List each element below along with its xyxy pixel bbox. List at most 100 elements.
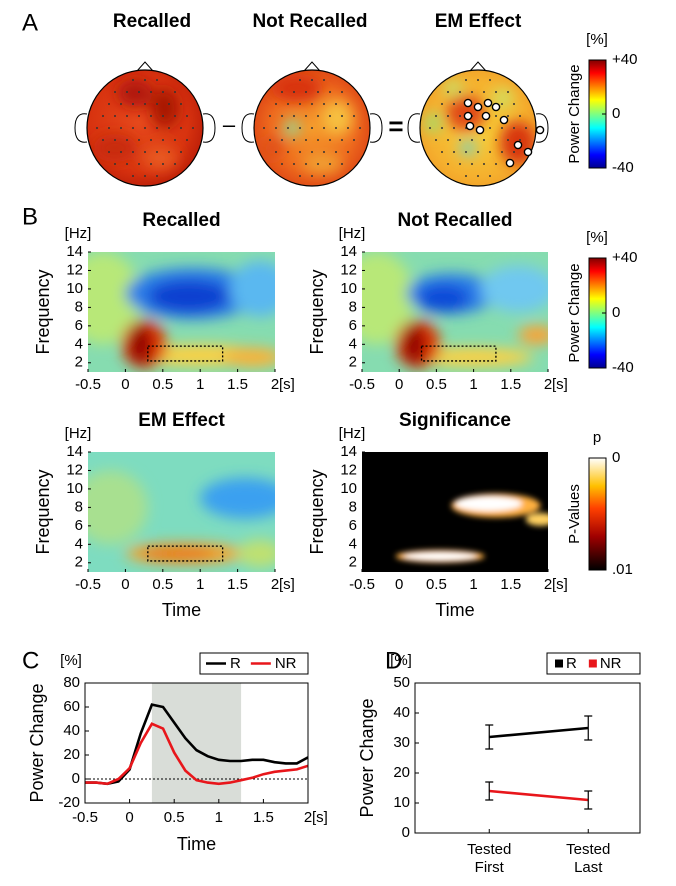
electrode xyxy=(453,127,455,129)
nose xyxy=(469,61,487,72)
electrode xyxy=(447,163,449,165)
y-tick-label: 12 xyxy=(340,461,357,478)
error-bar xyxy=(485,781,494,801)
electrode xyxy=(114,163,116,165)
electrode xyxy=(311,151,313,153)
electrode xyxy=(477,175,479,177)
electrode xyxy=(156,79,158,81)
window-outline xyxy=(147,345,224,362)
electrode xyxy=(186,115,188,117)
y-tick-label: 14 xyxy=(340,443,357,460)
electrode xyxy=(263,127,265,129)
significant-electrode xyxy=(465,121,475,131)
electrode xyxy=(156,175,158,177)
y-tick-label: 10 xyxy=(340,480,357,497)
electrode xyxy=(281,91,283,93)
electrode xyxy=(120,127,122,129)
x-tick-label: 1 xyxy=(469,576,477,593)
ear xyxy=(241,113,255,143)
electrode xyxy=(495,163,497,165)
scalp-outline xyxy=(253,69,371,187)
electrode xyxy=(483,91,485,93)
electrode xyxy=(299,175,301,177)
electrode xyxy=(269,139,271,141)
x-axis-label: Time xyxy=(177,834,216,854)
window-outline xyxy=(420,345,497,362)
significant-electrode xyxy=(463,111,473,121)
series-line xyxy=(85,722,309,786)
electrode xyxy=(341,139,343,141)
y-tick-label: 8 xyxy=(349,498,357,515)
electrode xyxy=(347,127,349,129)
legend-swatch xyxy=(588,659,597,668)
electrode xyxy=(174,163,176,165)
y-tick-label: 2 xyxy=(349,354,357,371)
heatmap-blob xyxy=(414,348,534,367)
map-title: Recalled xyxy=(113,11,191,32)
electrode xyxy=(447,139,449,141)
significant-electrodes xyxy=(463,98,545,168)
electrode xyxy=(144,79,146,81)
y-tick-label: 6 xyxy=(75,317,83,334)
electrode xyxy=(180,151,182,153)
panel-label: B xyxy=(22,203,38,230)
y-tick-label: 10 xyxy=(393,794,410,811)
y-axis-label: Frequency xyxy=(307,269,327,354)
electrode xyxy=(489,127,491,129)
electrode xyxy=(459,163,461,165)
electrode xyxy=(174,139,176,141)
y-unit: [%] xyxy=(60,652,82,669)
error-bar xyxy=(584,790,593,810)
electrode xyxy=(465,175,467,177)
heatmap-blob xyxy=(362,252,415,345)
heatmap-blob xyxy=(140,547,216,560)
electrode xyxy=(138,163,140,165)
electrode xyxy=(453,151,455,153)
y-axis-label: Power Change xyxy=(357,698,377,817)
electrode xyxy=(501,127,503,129)
nose xyxy=(136,61,154,72)
electrode xyxy=(311,175,313,177)
heatmap-blob xyxy=(402,324,426,365)
x-tick-label: 0 xyxy=(125,809,133,826)
electrode xyxy=(329,115,331,117)
scalp-spot xyxy=(425,113,441,133)
electrode xyxy=(162,139,164,141)
x-tick-label: 0 xyxy=(395,576,403,593)
electrode xyxy=(359,127,361,129)
x-tick-label: 2 xyxy=(271,576,279,593)
electrode xyxy=(293,91,295,93)
x-unit: [s] xyxy=(279,376,295,393)
y-tick-label: 4 xyxy=(349,335,357,352)
electrode xyxy=(495,91,497,93)
scalp-spot xyxy=(271,74,323,102)
y-tick-label: 0 xyxy=(402,824,410,841)
electrode xyxy=(168,127,170,129)
electrode xyxy=(287,127,289,129)
y-unit: [%] xyxy=(390,652,412,669)
y-tick-label: -20 xyxy=(58,794,80,811)
legend-label: R xyxy=(566,655,577,672)
ear xyxy=(202,113,216,143)
electrode xyxy=(126,115,128,117)
y-tick-label: 10 xyxy=(66,280,83,297)
significant-electrode xyxy=(535,125,545,135)
y-tick-label: 4 xyxy=(75,535,83,552)
topomap xyxy=(407,61,549,187)
plot-frame xyxy=(414,682,641,834)
electrode xyxy=(441,127,443,129)
colorbar-label: Power Change xyxy=(566,64,583,163)
electrode xyxy=(495,139,497,141)
y-tick-label: 2 xyxy=(349,554,357,571)
x-tick-label: 1.5 xyxy=(227,576,248,593)
error-bar xyxy=(584,715,593,741)
electrode xyxy=(311,103,313,105)
y-tick-label: 2 xyxy=(75,554,83,571)
significant-electrode xyxy=(499,115,509,125)
scalp-spot xyxy=(142,146,178,170)
electrode xyxy=(293,139,295,141)
electrode xyxy=(108,103,110,105)
y-unit: [Hz] xyxy=(65,225,92,242)
electrode xyxy=(465,151,467,153)
